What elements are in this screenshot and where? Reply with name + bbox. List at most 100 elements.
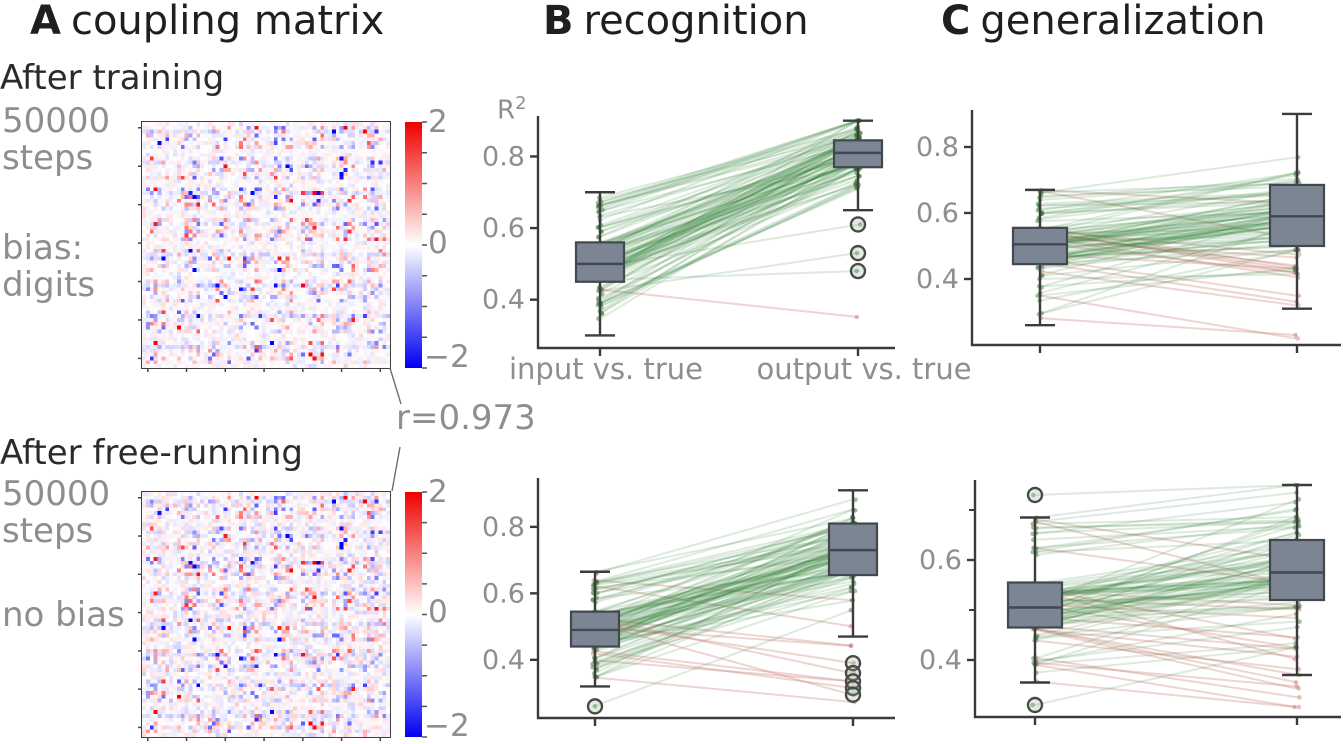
data-point xyxy=(854,139,860,145)
pair-line xyxy=(600,127,859,247)
data-point xyxy=(1033,585,1039,590)
data-point xyxy=(855,124,860,129)
data-point xyxy=(593,641,599,646)
pair-line xyxy=(601,223,860,268)
data-point xyxy=(852,539,858,545)
data-point xyxy=(1295,171,1301,176)
pair-line xyxy=(594,522,855,584)
pair-line xyxy=(592,528,853,645)
data-point xyxy=(1034,597,1040,602)
pair-line xyxy=(1038,221,1299,316)
data-point xyxy=(594,580,600,586)
data-point xyxy=(851,539,856,545)
data-point xyxy=(848,549,853,555)
data-point xyxy=(597,274,603,279)
pair-line xyxy=(1033,620,1297,640)
data-point xyxy=(1296,672,1302,678)
data-point xyxy=(597,197,603,203)
data-point xyxy=(1031,590,1037,596)
data-point xyxy=(596,272,602,278)
data-point xyxy=(595,258,601,264)
data-point xyxy=(853,149,859,155)
pair-line xyxy=(1034,661,1299,688)
pair-line xyxy=(1032,520,1296,587)
data-point xyxy=(848,575,854,580)
data-point xyxy=(591,629,597,634)
data-point xyxy=(853,143,859,148)
data-point xyxy=(1035,201,1041,207)
data-point xyxy=(1033,618,1038,623)
data-point xyxy=(1292,482,1298,488)
data-point xyxy=(1034,584,1040,590)
data-point xyxy=(1038,193,1044,199)
data-point xyxy=(854,314,859,320)
pair-line xyxy=(597,154,861,290)
data-point xyxy=(1036,232,1042,238)
data-point xyxy=(1037,247,1042,253)
data-point xyxy=(1296,190,1302,196)
data-point xyxy=(1296,571,1302,576)
pair-line xyxy=(1037,213,1297,289)
data-point xyxy=(1037,216,1042,222)
data-point xyxy=(593,641,599,647)
pair-line xyxy=(1038,220,1298,244)
pair-line xyxy=(1039,249,1298,302)
data-point xyxy=(1039,187,1045,193)
pair-line xyxy=(1033,531,1299,598)
pair-line xyxy=(1039,245,1296,259)
data-point xyxy=(1296,583,1302,588)
data-point xyxy=(1035,601,1040,607)
data-point xyxy=(1294,220,1300,226)
pair-line xyxy=(593,617,852,647)
data-point xyxy=(1292,572,1297,578)
data-point xyxy=(1294,222,1299,227)
pair-line xyxy=(598,160,858,267)
data-point xyxy=(596,203,601,209)
pair-line xyxy=(1034,561,1296,621)
data-point xyxy=(854,186,860,192)
data-point xyxy=(1294,615,1299,621)
pair-line xyxy=(1033,578,1299,595)
pair-line xyxy=(1034,520,1299,534)
data-point xyxy=(1296,199,1302,205)
pair-line xyxy=(595,585,855,646)
pair-line xyxy=(594,541,856,679)
data-point xyxy=(854,178,859,184)
data-point xyxy=(1294,266,1300,272)
outlier-circle xyxy=(1026,486,1044,504)
pair-line xyxy=(598,171,857,255)
pair-line xyxy=(599,148,859,244)
data-point xyxy=(1294,211,1299,217)
data-point xyxy=(1035,241,1041,246)
pair-line xyxy=(1033,561,1296,597)
data-point xyxy=(1037,290,1043,296)
pair-lines xyxy=(1032,484,1300,708)
data-point xyxy=(855,173,861,178)
data-point xyxy=(596,288,601,294)
pair-line xyxy=(1033,516,1299,525)
data-point xyxy=(592,633,597,639)
data-point xyxy=(597,265,602,271)
data-point xyxy=(1034,515,1039,520)
data-point xyxy=(1294,207,1300,212)
data-point xyxy=(852,552,858,557)
data-point xyxy=(1293,231,1299,237)
pair-line xyxy=(593,509,852,622)
data-point xyxy=(1295,555,1300,561)
pair-line xyxy=(1033,628,1296,690)
data-point xyxy=(1035,228,1041,234)
pair-line xyxy=(1034,531,1296,612)
pair-line xyxy=(1035,569,1299,599)
data-point xyxy=(1030,626,1036,632)
pair-line xyxy=(598,138,860,275)
pair-line xyxy=(1040,185,1299,197)
box-right xyxy=(1268,483,1326,677)
data-point xyxy=(856,174,862,179)
pair-line xyxy=(1034,573,1300,642)
data-point xyxy=(1295,178,1301,183)
data-point xyxy=(1034,590,1040,596)
data-point xyxy=(590,639,596,645)
data-point xyxy=(598,213,603,219)
pair-line xyxy=(596,566,853,645)
pair-line xyxy=(596,516,855,627)
